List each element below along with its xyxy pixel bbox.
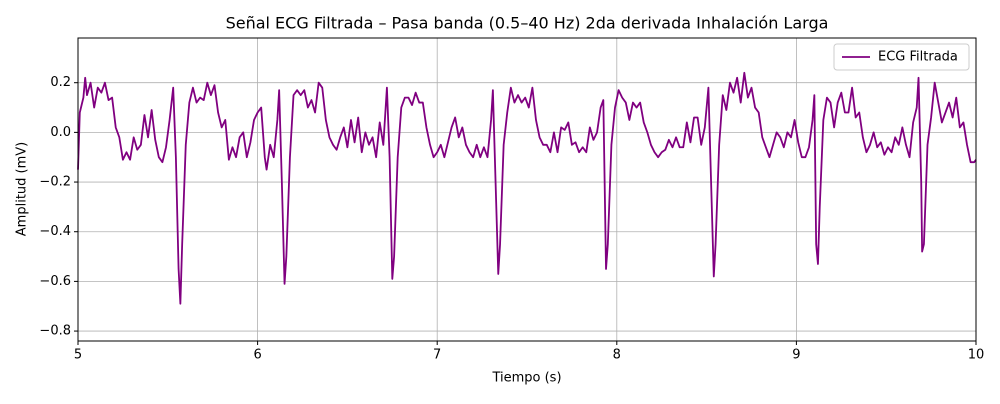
x-tick-label: 10 — [968, 348, 985, 363]
grid: 5 6 7 8 9 10 −0.8 −0.6 −0.4 −0.2 0.0 0.2 — [39, 38, 984, 363]
legend: ECG Filtrada — [833, 43, 970, 71]
y-axis-label: Amplitud (mV) — [15, 142, 30, 236]
x-tick-label: 7 — [433, 348, 441, 363]
x-tick-label: 9 — [792, 348, 800, 363]
legend-box — [833, 43, 970, 71]
plot — [77, 71, 977, 305]
legend-label: ECG Filtrada — [878, 50, 958, 65]
chart-title: Señal ECG Filtrada – Pasa banda (0.5–40 … — [226, 14, 829, 33]
y-tick-label: −0.2 — [39, 175, 71, 190]
x-tick-label: 8 — [613, 348, 621, 363]
y-tick-label: 0.0 — [50, 125, 71, 140]
plot-frame — [77, 37, 977, 342]
y-tick-label: −0.8 — [39, 324, 71, 339]
series-line — [77, 71, 977, 305]
y-tick-label: 0.2 — [50, 75, 71, 90]
x-tick-label: 6 — [253, 348, 261, 363]
x-axis-label: Tiempo (s) — [491, 371, 561, 386]
y-tick-label: −0.6 — [39, 274, 71, 289]
x-tick-label: 5 — [74, 348, 82, 363]
y-tick-label: −0.4 — [39, 224, 71, 239]
